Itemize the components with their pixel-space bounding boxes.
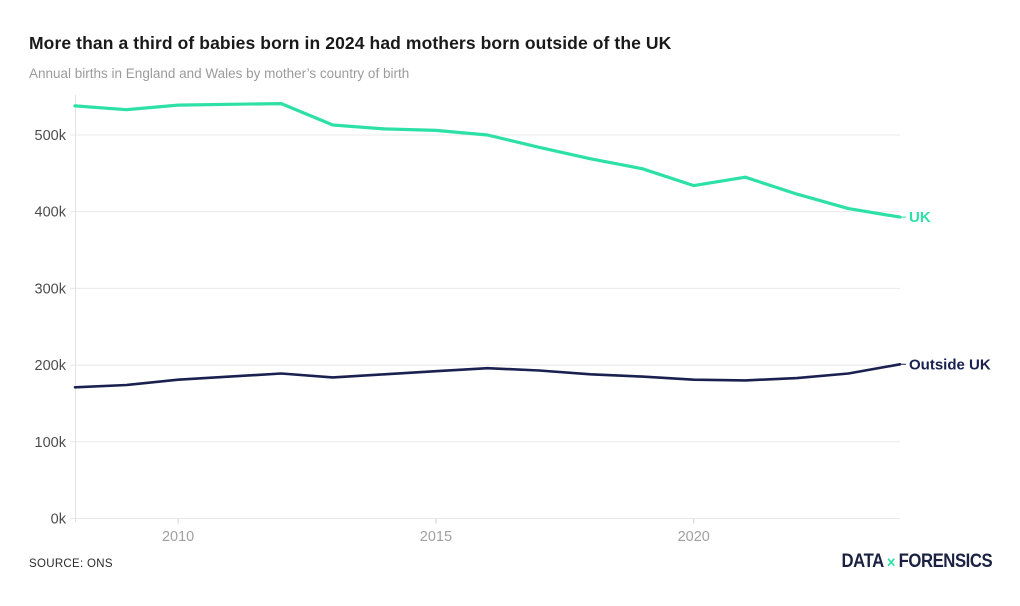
x-tick-label: 2020 <box>678 529 710 545</box>
y-tick-label: 500k <box>35 128 67 144</box>
y-tick-label: 400k <box>35 205 67 221</box>
series-end-label-outside-uk: Outside UK <box>909 356 991 373</box>
x-tick-label: 2015 <box>420 529 452 545</box>
page-title: More than a third of babies born in 2024… <box>29 33 672 53</box>
logo-word-data: DATA <box>841 551 884 572</box>
logo-word-forensics: FORENSICS <box>898 551 992 572</box>
series-end-label-uk: UK <box>909 209 931 226</box>
y-tick-label: 100k <box>35 435 67 451</box>
series-line-outside-uk <box>73 362 902 389</box>
source-attribution: SOURCE: ONS <box>29 558 113 570</box>
y-tick-label: 200k <box>35 358 67 374</box>
logo-x-icon: ✕ <box>886 554 896 570</box>
series-line-uk <box>73 101 902 219</box>
y-tick-label: 0k <box>51 512 67 528</box>
y-tick-label: 300k <box>35 281 67 297</box>
chart-subtitle: Annual births in England and Wales by mo… <box>29 66 410 81</box>
x-tick-label: 2010 <box>162 529 194 545</box>
dataforensics-logo: DATA ✕ FORENSICS <box>841 551 992 573</box>
